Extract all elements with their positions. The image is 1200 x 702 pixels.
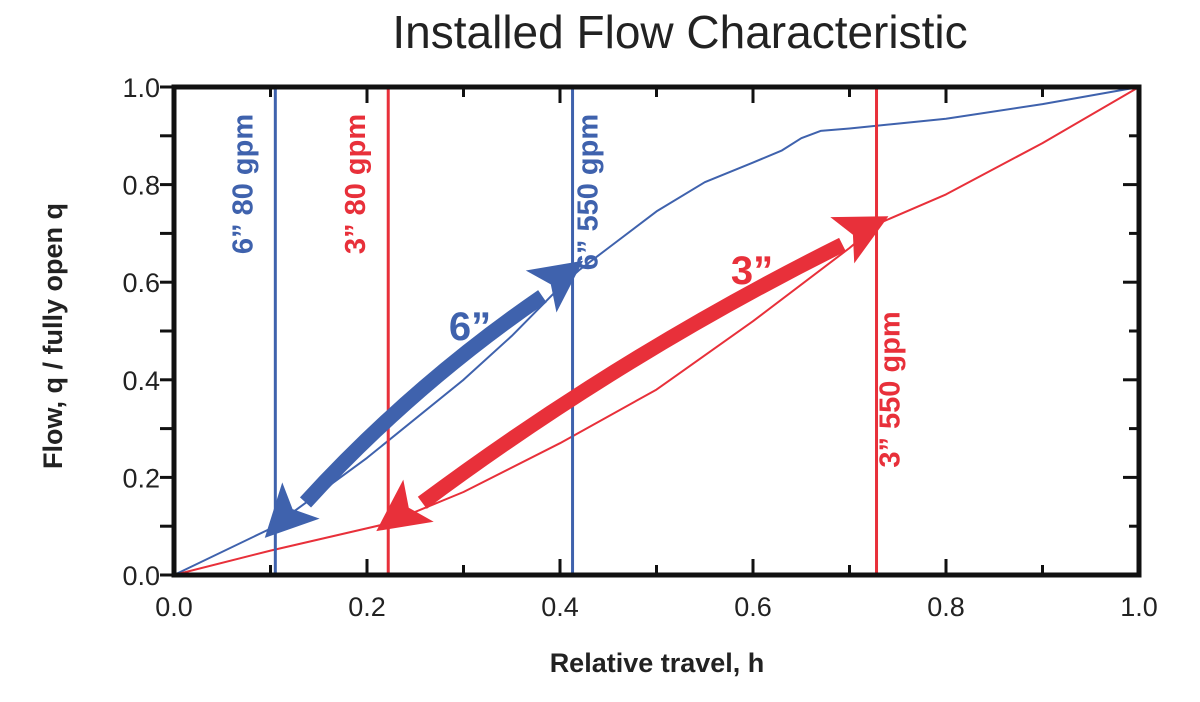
- vertical-lines-layer: 6” 80 gpm 3” 80 gpm 6” 550 gpm 3” 550 gpm: [227, 87, 907, 575]
- plot-frame-layer: [171, 84, 1142, 578]
- vertical-line-label-3: 3” 550 gpm: [875, 311, 907, 467]
- x-tick-label-4: 0.8: [927, 592, 965, 622]
- y-tick-label-3: 0.6: [122, 268, 160, 298]
- y-axis-label: Flow, q / fully open q: [38, 203, 68, 469]
- labels-layer: 0.0 0.2 0.4 0.6 0.8 1.0 0.0 0.2 0.4 0.6 0.8 1.0: [122, 73, 1157, 622]
- series-layer: [173, 86, 1140, 576]
- range-arrow-label-0: 6”: [449, 305, 491, 349]
- range-arrow-label-1: 3”: [731, 249, 773, 293]
- range-arrow-head-bottom-1: [376, 479, 434, 532]
- x-tick-label-0: 0.0: [155, 592, 193, 622]
- ticks-layer: [160, 85, 1141, 577]
- range-arrow-head-top-1: [830, 216, 889, 264]
- x-tick-label-5: 1.0: [1120, 592, 1158, 622]
- range-arrow-head-top-0: [525, 260, 584, 313]
- y-tick-label-2: 0.4: [122, 366, 160, 396]
- x-axis-label: Relative travel, h: [550, 648, 765, 678]
- x-tick-label-2: 0.4: [541, 592, 579, 622]
- range-arrows-layer: 6” 3”: [264, 216, 889, 538]
- range-arrow-shaft-1: [417, 237, 846, 509]
- range-arrow-shaft-0: [299, 290, 547, 508]
- series-line-1: [173, 86, 1140, 576]
- chart-title: Installed Flow Characteristic: [392, 6, 967, 58]
- vertical-line-label-0: 6” 80 gpm: [227, 114, 259, 254]
- series-line-0: [173, 86, 1140, 576]
- vertical-line-label-1: 3” 80 gpm: [340, 114, 372, 254]
- plot-frame: [171, 84, 1142, 578]
- x-tick-label-1: 0.2: [348, 592, 386, 622]
- x-tick-label-3: 0.6: [734, 592, 772, 622]
- y-tick-label-0: 0.0: [122, 561, 160, 591]
- y-tick-label-4: 0.8: [122, 171, 160, 201]
- vertical-line-label-2: 6” 550 gpm: [573, 114, 605, 270]
- range-arrow-head-bottom-0: [264, 482, 320, 538]
- y-tick-label-5: 1.0: [122, 73, 160, 103]
- y-tick-label-1: 0.2: [122, 463, 160, 493]
